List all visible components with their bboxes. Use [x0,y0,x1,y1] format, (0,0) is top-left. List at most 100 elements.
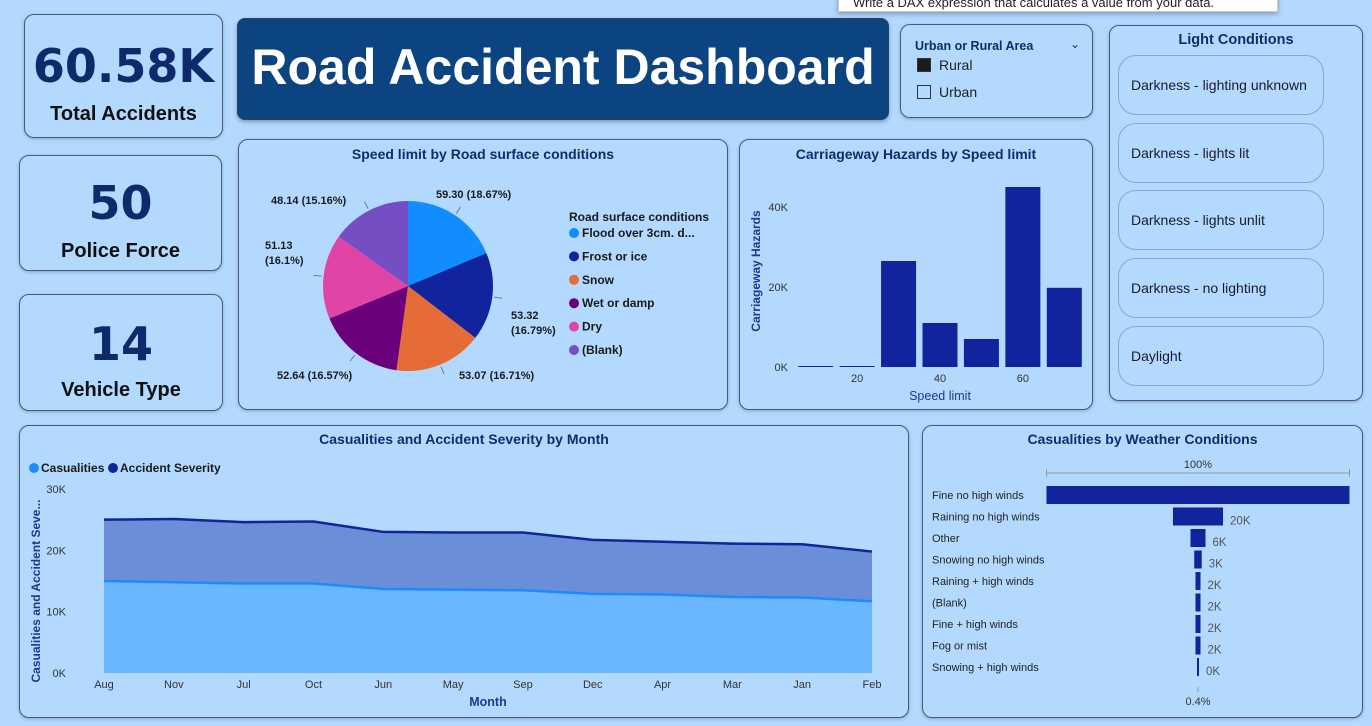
kpi-police-force-label: Police Force [61,240,180,262]
area-x-tick-label: Sep [513,679,533,691]
funnel-value-label: 0K [1206,666,1220,678]
funnel-bar [1190,529,1206,547]
chevron-down-icon[interactable]: ⌄ [1069,37,1080,51]
funnel-category-label: Fine no high winds [932,490,1024,502]
slicer-item-rural-label: Rural [939,57,973,73]
pie-data-label: 48.14 (15.16%) [271,195,347,207]
bar-y-axis-title: Carriageway Hazards [749,210,763,332]
pie-legend-marker [569,321,579,332]
pie-legend-marker [569,345,579,355]
pie-slice [338,201,408,286]
funnel-value-label: 20K [1230,516,1251,528]
pie-slice [323,236,408,319]
kpi-vehicle-type-card[interactable]: 14 Vehicle Type [19,294,223,411]
pie-data-label-pct: (16.79%) [511,325,556,337]
area-y-tick-label: 30K [46,484,66,496]
weather-funnel-title: Casualities by Weather Conditions [1027,431,1258,447]
funnel-bar [1194,550,1202,569]
pie-legend-marker [569,251,579,262]
weather-funnel-card[interactable]: Casualities by Weather Conditions 100% Fi… [922,425,1363,718]
kpi-vehicle-type-label: Vehicle Type [61,379,181,401]
bar-chart-title: Carriageway Hazards by Speed limit [795,146,1037,162]
bar-chart-card[interactable]: Carriageway Hazards by Speed limit 0K 20K… [739,139,1093,410]
area-chart-card[interactable]: Casualities and Accident Severity by Mon… [19,425,909,718]
area-slicer[interactable]: Urban or Rural Area ⌄ Rural Urban [900,24,1093,118]
light-option-2[interactable]: Darkness - lights lit [1118,123,1324,183]
pie-slice [408,253,493,338]
funnel-bar [1195,593,1201,612]
kpi-police-force-value: 50 [88,176,153,230]
bar-y-tick-label: 0K [775,362,789,374]
light-option-4[interactable]: Darkness - no lighting [1118,258,1324,318]
bar-x-tick-label: 20 [851,373,863,385]
dax-tooltip: Write a DAX expression that calculates a… [838,0,1278,12]
pie-slice [408,201,487,286]
area-chart-title: Casualities and Accident Severity by Mon… [319,431,609,447]
bar-y-tick-label: 40K [768,202,788,214]
light-option-1[interactable]: Darkness - lighting unknown [1118,55,1324,115]
pie-chart-title: Speed limit by Road surface conditions [351,146,615,162]
pie-legend-label: Dry [582,320,602,334]
funnel-bottom-label: 0.4% [1185,696,1210,708]
checkbox-urban[interactable] [917,85,931,99]
pie-data-label-value: 53.32 [511,310,539,322]
kpi-police-force-card[interactable]: 50 Police Force [19,155,222,271]
bar [798,366,834,367]
dashboard-title: Road Accident Dashboard [237,18,889,120]
pie-data-label-pct: (16.1%) [265,255,304,267]
pie-leader-line [313,274,322,277]
light-option-5[interactable]: Daylight [1118,326,1324,386]
funnel-bar [1197,658,1199,676]
funnel-value-label: 6K [1213,537,1227,549]
pie-leader-line [494,296,503,299]
area-x-tick-label: Feb [863,679,882,691]
line-accident-severity [103,517,873,553]
funnel-category-label: Raining + high winds [932,576,1034,588]
area-fill-casualities [104,581,872,673]
funnel-category-label: Fine + high winds [932,619,1018,631]
pie-data-label: 59.30 (18.67%) [436,189,512,201]
kpi-total-accidents-value: 60.58K [32,39,215,93]
pie-leader-line [455,206,462,214]
pie-slice [329,286,408,371]
pie-legend-label: Frost or ice [582,249,648,263]
bar [1046,287,1082,367]
kpi-total-accidents-label: Total Accidents [50,103,197,125]
area-legend-label-casualities: Casualities [41,461,105,475]
weather-funnel: 100% Fine no high winds Raining no high wi… [932,459,1350,708]
funnel-category-label: Other [932,533,960,545]
funnel-category-label: (Blank) [932,598,967,610]
bar [963,339,999,367]
kpi-total-accidents-card[interactable]: 60.58K Total Accidents [24,14,223,138]
pie-legend-title: Road surface conditions [569,210,709,224]
checkbox-rural[interactable] [917,58,931,72]
pie-data-label: 52.64 (16.57%) [277,370,353,382]
pie-legend-label: Wet or damp [582,296,654,310]
funnel-category-label: Snowing no high winds [932,555,1045,567]
funnel-value-label: 2K [1208,580,1222,592]
area-x-tick-label: Apr [654,679,671,691]
slicer-item-urban[interactable]: Urban [917,84,977,100]
funnel-value-label: 2K [1208,602,1222,614]
pie-slice [396,286,476,371]
area-x-tick-label: Nov [164,679,184,691]
area-slicer-title: Urban or Rural Area [915,39,1034,53]
light-conditions-slicer[interactable]: Light Conditions Darkness - lighting unk… [1109,25,1363,401]
bar-x-tick-label: 40 [934,373,946,385]
slicer-item-rural[interactable]: Rural [917,57,972,73]
bar [839,366,875,367]
bar-y-tick-label: 20K [768,282,788,294]
pie-chart-card[interactable]: Speed limit by Road surface conditions 5… [238,139,728,410]
light-option-3[interactable]: Darkness - lights unlit [1118,190,1324,250]
area-legend-label-severity: Accident Severity [120,461,221,475]
area-y-tick-label: 0K [53,668,67,680]
pie-leader-line [440,366,445,375]
area-x-tick-label: Mar [723,679,742,691]
pie-legend-marker [569,228,579,238]
pie-legend-marker [569,298,579,309]
funnel-value-label: 2K [1208,645,1222,657]
pie-chart: 59.30 (18.67%) 53.32 (16.79%) 53.07 (16.71%… [265,189,709,382]
area-x-tick-label: Dec [583,679,603,691]
area-y-tick-label: 10K [46,607,66,619]
funnel-category-label: Snowing + high winds [932,662,1039,674]
